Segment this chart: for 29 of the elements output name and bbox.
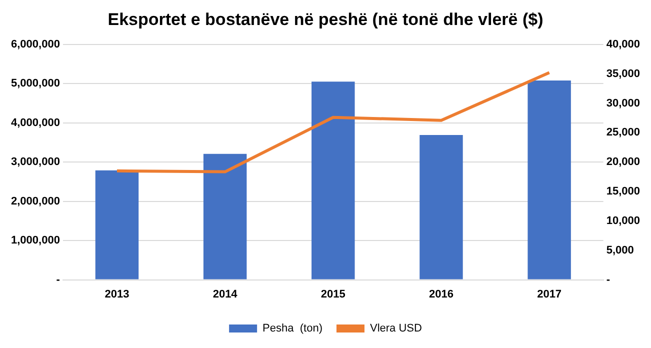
y-tick-label: 5,000,000 <box>11 78 60 90</box>
x-tick-label: 2014 <box>212 288 238 300</box>
y2-tick-label: 30,000 <box>606 97 640 110</box>
y2-tick-label: 40,000 <box>606 38 640 50</box>
bar <box>203 154 247 280</box>
y2-tick-label: 25,000 <box>606 126 640 139</box>
y-tick-label: 6,000,000 <box>11 38 60 50</box>
bar <box>95 170 139 280</box>
legend-label: Vlera USD <box>370 322 422 335</box>
x-tick-label: 2015 <box>320 288 346 300</box>
x-tick-label: 2017 <box>537 288 562 300</box>
y2-tick-label: 10,000 <box>606 214 640 227</box>
y2-tick-label: 20,000 <box>606 156 640 168</box>
y2-tick-label: - <box>606 274 610 286</box>
bar <box>420 135 463 280</box>
y-tick-label: 2,000,000 <box>11 195 60 208</box>
legend-label: Pesha (ton) <box>262 322 322 335</box>
y2-tick-label: 35,000 <box>606 68 640 80</box>
y-tick-label: 1,000,000 <box>11 234 60 247</box>
y-tick-label: 3,000,000 <box>11 156 60 168</box>
chart-title: Eksportet e bostanëve në peshë (në tonë dhe vlerë ($) <box>108 10 544 29</box>
y-tick-label: - <box>56 274 60 286</box>
bar <box>312 82 355 280</box>
y-tick-label: 4,000,000 <box>11 116 60 129</box>
y2-tick-label: 15,000 <box>606 186 640 198</box>
x-tick-label: 2016 <box>428 288 454 300</box>
bar <box>528 80 571 280</box>
x-tick-label: 2013 <box>104 288 130 300</box>
y2-tick-label: 5,000 <box>606 244 634 256</box>
